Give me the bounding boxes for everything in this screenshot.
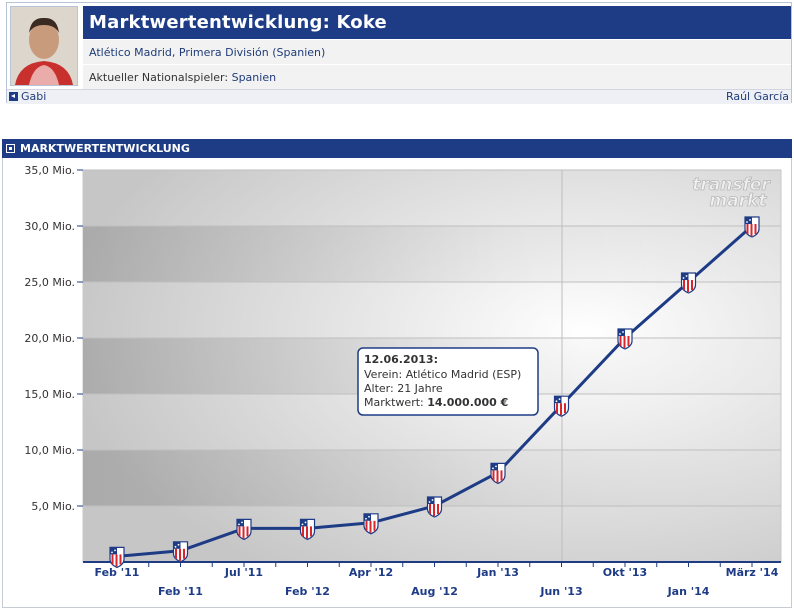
y-tick-label: 25,0 Mio. bbox=[24, 276, 75, 289]
plot-band bbox=[83, 226, 781, 282]
data-point[interactable] bbox=[744, 216, 760, 238]
national-row: Aktueller Nationalspieler: Spanien bbox=[83, 65, 791, 90]
next-player-link[interactable]: Raúl García bbox=[725, 90, 789, 103]
data-point[interactable] bbox=[109, 546, 125, 569]
x-tick-label: Aug '12 bbox=[411, 585, 458, 598]
x-tick-label: Feb '11 bbox=[95, 566, 140, 579]
y-tick-label: 5,0 Mio. bbox=[31, 500, 75, 513]
tooltip-age: Alter: 21 Jahre bbox=[364, 382, 443, 395]
tooltip-value-amount: 14.000.000 € bbox=[427, 396, 508, 409]
section-title: MARKTWERTENTWICKLUNG bbox=[20, 142, 190, 155]
tooltip-value: Marktwert: 14.000.000 € bbox=[364, 396, 508, 409]
player-navigation: Gabi Raúl García bbox=[7, 89, 791, 104]
x-tick-label: März '14 bbox=[726, 566, 779, 579]
x-tick-label: Jul '11 bbox=[224, 566, 263, 579]
x-tick-label: Feb '11 bbox=[158, 585, 203, 598]
x-tick-label: Okt '13 bbox=[603, 566, 647, 579]
data-point[interactable] bbox=[236, 518, 252, 541]
data-point[interactable] bbox=[680, 272, 697, 294]
chart-svg: 35,0 Mio. 30,0 Mio. 25,0 Mio. 20,0 Mio. 15,0… bbox=[24, 164, 782, 598]
prev-player-link[interactable]: Gabi bbox=[9, 90, 46, 103]
player-photo bbox=[10, 6, 78, 86]
data-point[interactable] bbox=[426, 496, 443, 518]
data-point[interactable] bbox=[553, 395, 570, 417]
prev-player-label[interactable]: Gabi bbox=[21, 90, 47, 103]
market-value-chart: 35,0 Mio. 30,0 Mio. 25,0 Mio. 20,0 Mio. 15,0… bbox=[2, 158, 792, 608]
y-tick-label: 30,0 Mio. bbox=[24, 220, 75, 233]
national-link[interactable]: Spanien bbox=[231, 71, 277, 84]
section-box-icon bbox=[6, 144, 15, 153]
player-header: Marktwertentwicklung: Koke Atlético Madr… bbox=[6, 2, 792, 104]
tooltip-date: 12.06.2013: bbox=[364, 353, 438, 366]
tooltip-club: Verein: Atlético Madrid (ESP) bbox=[364, 368, 521, 381]
arrow-left-icon bbox=[9, 92, 18, 101]
watermark-text: transfer bbox=[692, 175, 771, 195]
x-tick-label: Jun '13 bbox=[539, 585, 582, 598]
club-row: Atlético Madrid, Primera División (Spani… bbox=[83, 40, 791, 65]
data-point[interactable] bbox=[299, 518, 316, 541]
watermark-text: markt bbox=[709, 191, 767, 211]
y-tick-label: 35,0 Mio. bbox=[24, 164, 75, 177]
national-label: Aktueller Nationalspieler: bbox=[89, 71, 229, 84]
tooltip-box bbox=[357, 347, 539, 416]
x-tick-label: Jan '14 bbox=[667, 585, 710, 598]
y-tick-label: 10,0 Mio. bbox=[24, 444, 75, 457]
data-point[interactable] bbox=[172, 541, 189, 563]
x-tick-label: Jan '13 bbox=[476, 566, 519, 579]
data-point[interactable] bbox=[617, 328, 633, 350]
club-line[interactable]: Atlético Madrid, Primera División (Spani… bbox=[89, 46, 326, 59]
data-point[interactable] bbox=[490, 462, 506, 484]
y-tick-label: 20,0 Mio. bbox=[24, 332, 75, 345]
page-title: Marktwertentwicklung: Koke bbox=[89, 12, 387, 33]
section-header: MARKTWERTENTWICKLUNG bbox=[2, 139, 792, 158]
title-bar: Marktwertentwicklung: Koke bbox=[83, 6, 791, 39]
national-line: Aktueller Nationalspieler: Spanien bbox=[89, 71, 276, 84]
plot-area: 35,0 Mio. 30,0 Mio. 25,0 Mio. 20,0 Mio. 15,0… bbox=[24, 164, 782, 598]
tooltip: 12.06.2013: Verein: Atlético Madrid (ESP)… bbox=[357, 347, 539, 416]
tooltip-value-label: Marktwert: bbox=[364, 396, 427, 409]
y-tick-label: 15,0 Mio. bbox=[24, 388, 75, 401]
data-point[interactable] bbox=[363, 513, 379, 535]
x-tick-label: Feb '12 bbox=[285, 585, 330, 598]
x-tick-label: Apr '12 bbox=[349, 566, 393, 579]
